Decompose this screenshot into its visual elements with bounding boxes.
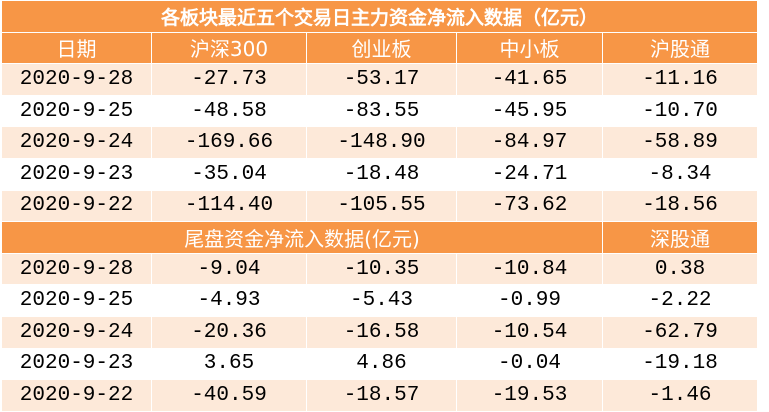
value-cell: -41.65 xyxy=(456,63,603,96)
value-cell: -10.54 xyxy=(456,315,603,349)
date-cell: 2020-9-25 xyxy=(1,94,152,128)
value-cell: -1.46 xyxy=(601,379,759,412)
header-cell: 中小板 xyxy=(456,31,603,65)
header-cell: 创业板 xyxy=(306,31,457,65)
data-row: 2020-9-24 -20.36 -16.58 -10.54 -62.79 xyxy=(1,315,759,349)
data-row: 2020-9-23 3.65 4.86 -0.04 -19.18 xyxy=(1,347,759,381)
value-cell: -73.62 xyxy=(456,189,603,223)
header-row: 日期 沪深300 创业板 中小板 沪股通 xyxy=(1,31,759,65)
value-cell: 3.65 xyxy=(151,347,307,381)
value-cell: -83.55 xyxy=(306,94,457,128)
data-row: 2020-9-28 -27.73 -53.17 -41.65 -11.16 xyxy=(1,63,759,96)
value-cell: -16.58 xyxy=(306,315,457,349)
value-cell: -148.90 xyxy=(306,126,457,159)
value-cell: -35.04 xyxy=(151,157,307,191)
date-cell: 2020-9-24 xyxy=(1,126,152,159)
date-cell: 2020-9-28 xyxy=(1,252,152,286)
value-cell: -19.53 xyxy=(456,379,603,412)
value-cell: -0.04 xyxy=(456,347,603,381)
date-cell: 2020-9-23 xyxy=(1,347,152,381)
value-cell: -114.40 xyxy=(151,189,307,223)
value-cell: -45.95 xyxy=(456,94,603,128)
value-cell: -4.93 xyxy=(151,284,307,317)
header-cell: 日期 xyxy=(1,31,152,65)
table-title: 各板块最近五个交易日主力资金净流入数据（亿元） xyxy=(0,0,759,33)
data-row: 2020-9-22 -40.59 -18.57 -19.53 -1.46 xyxy=(1,379,759,412)
value-cell: -58.89 xyxy=(601,126,759,159)
date-cell: 2020-9-24 xyxy=(1,315,152,349)
value-cell: -27.73 xyxy=(151,63,307,96)
value-cell: -20.36 xyxy=(151,315,307,349)
value-cell: 4.86 xyxy=(306,347,457,381)
value-cell: -84.97 xyxy=(456,126,603,159)
value-cell: -5.43 xyxy=(306,284,457,317)
value-cell: -105.55 xyxy=(306,189,457,223)
date-cell: 2020-9-22 xyxy=(1,379,152,412)
value-cell: -24.71 xyxy=(456,157,603,191)
value-cell: -53.17 xyxy=(306,63,457,96)
value-cell: 0.38 xyxy=(601,252,759,286)
title-row: 各板块最近五个交易日主力资金净流入数据（亿元） xyxy=(0,0,759,33)
header-cell: 深股通 xyxy=(601,221,759,254)
data-row: 2020-9-25 -4.93 -5.43 -0.99 -2.22 xyxy=(1,284,759,317)
value-cell: -10.70 xyxy=(601,94,759,128)
date-cell: 2020-9-23 xyxy=(1,157,152,191)
value-cell: -19.18 xyxy=(601,347,759,381)
date-cell: 2020-9-28 xyxy=(1,63,152,96)
header-cell: 沪深300 xyxy=(151,31,307,65)
value-cell: -9.04 xyxy=(151,252,307,286)
data-row: 2020-9-22 -114.40 -105.55 -73.62 -18.56 xyxy=(1,189,759,223)
data-row: 2020-9-28 -9.04 -10.35 -10.84 0.38 xyxy=(1,252,759,286)
value-cell: -10.84 xyxy=(456,252,603,286)
value-cell: -18.57 xyxy=(306,379,457,412)
value-cell: -0.99 xyxy=(456,284,603,317)
header-cell: 尾盘资金净流入数据(亿元) xyxy=(1,221,603,254)
header-row: 尾盘资金净流入数据(亿元) 深股通 xyxy=(1,221,759,254)
value-cell: -169.66 xyxy=(151,126,307,159)
value-cell: -18.56 xyxy=(601,189,759,223)
data-row: 2020-9-24 -169.66 -148.90 -84.97 -58.89 xyxy=(1,126,759,159)
date-cell: 2020-9-25 xyxy=(1,284,152,317)
value-cell: -18.48 xyxy=(306,157,457,191)
value-cell: -40.59 xyxy=(151,379,307,412)
value-cell: -2.22 xyxy=(601,284,759,317)
value-cell: -8.34 xyxy=(601,157,759,191)
data-row: 2020-9-23 -35.04 -18.48 -24.71 -8.34 xyxy=(1,157,759,191)
value-cell: -48.58 xyxy=(151,94,307,128)
value-cell: -62.79 xyxy=(601,315,759,349)
value-cell: -10.35 xyxy=(306,252,457,286)
date-cell: 2020-9-22 xyxy=(1,189,152,223)
data-row: 2020-9-25 -48.58 -83.55 -45.95 -10.70 xyxy=(1,94,759,128)
header-cell: 沪股通 xyxy=(601,31,759,65)
value-cell: -11.16 xyxy=(601,63,759,96)
